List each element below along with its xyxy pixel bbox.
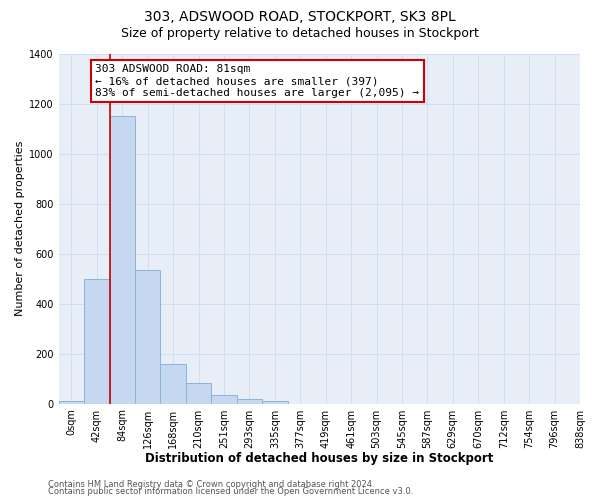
Bar — [135, 270, 160, 404]
Text: 303 ADSWOOD ROAD: 81sqm
← 16% of detached houses are smaller (397)
83% of semi-d: 303 ADSWOOD ROAD: 81sqm ← 16% of detache… — [95, 64, 419, 98]
Bar — [262, 401, 287, 404]
Text: Contains HM Land Registry data © Crown copyright and database right 2024.: Contains HM Land Registry data © Crown c… — [48, 480, 374, 489]
Text: Contains public sector information licensed under the Open Government Licence v3: Contains public sector information licen… — [48, 487, 413, 496]
Bar — [236, 398, 262, 404]
Bar — [211, 395, 236, 404]
Bar — [84, 278, 110, 404]
Text: 303, ADSWOOD ROAD, STOCKPORT, SK3 8PL: 303, ADSWOOD ROAD, STOCKPORT, SK3 8PL — [144, 10, 456, 24]
X-axis label: Distribution of detached houses by size in Stockport: Distribution of detached houses by size … — [145, 452, 494, 465]
Bar — [110, 116, 135, 404]
Bar — [186, 383, 211, 404]
Bar — [59, 401, 84, 404]
Y-axis label: Number of detached properties: Number of detached properties — [15, 141, 25, 316]
Text: Size of property relative to detached houses in Stockport: Size of property relative to detached ho… — [121, 28, 479, 40]
Bar — [160, 364, 186, 404]
